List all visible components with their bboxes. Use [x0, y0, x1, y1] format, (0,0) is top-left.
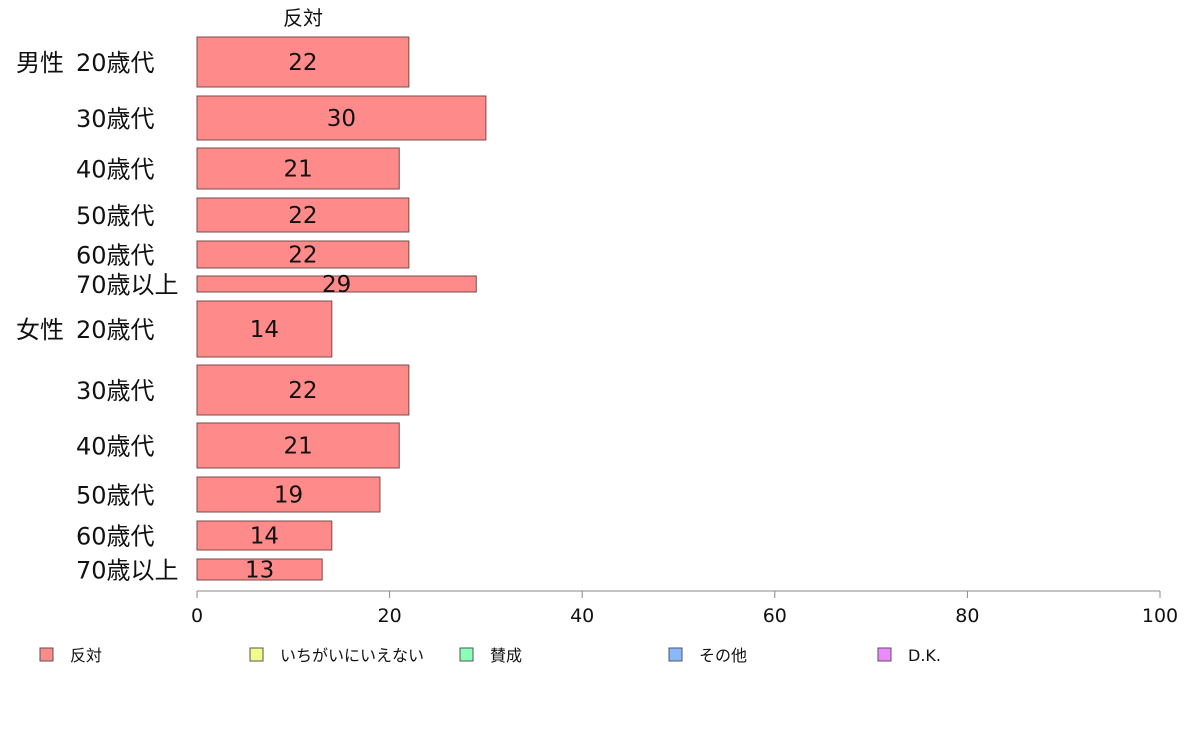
legend-swatch [39, 647, 54, 662]
legend-label: いちがいにいえない [280, 646, 424, 665]
bar [196, 476, 381, 513]
legend-swatch [459, 647, 474, 662]
bar [196, 197, 410, 233]
legend-label: D.K. [908, 646, 941, 665]
data-label: 21 [283, 434, 312, 460]
data-label: 21 [283, 157, 312, 183]
bar [196, 300, 333, 358]
data-label: 22 [288, 203, 317, 229]
data-label: 13 [245, 558, 274, 584]
legend-swatch [668, 647, 683, 662]
age-label: 30歳代 [76, 377, 155, 405]
bar [196, 275, 477, 293]
bar [196, 147, 400, 190]
age-label: 50歳代 [76, 202, 155, 230]
legend-label: 賛成 [490, 646, 522, 665]
age-label: 70歳以上 [76, 271, 179, 299]
legend-swatch [249, 647, 264, 662]
x-tick-label: 80 [955, 605, 979, 627]
age-label: 40歳代 [76, 433, 155, 461]
legend-label: 反対 [70, 646, 102, 665]
x-tick-label: 100 [1142, 605, 1178, 627]
legend-swatch [877, 647, 892, 662]
age-label: 40歳代 [76, 156, 155, 184]
age-label: 30歳代 [76, 105, 155, 133]
data-label: 19 [274, 483, 303, 509]
data-label: 29 [322, 272, 351, 298]
legend: 反対 いちがいにいえない 賛成 その他 D.K. [39, 646, 941, 665]
x-tick-label: 60 [763, 605, 787, 627]
x-axis: 0 20 40 60 80 100 [191, 590, 1178, 627]
data-label: 14 [250, 317, 279, 343]
data-label: 30 [327, 106, 356, 132]
group-label: 男性 [16, 49, 64, 77]
age-label: 60歳代 [76, 242, 155, 270]
age-label: 60歳代 [76, 523, 155, 551]
legend-label: その他 [699, 646, 747, 665]
bar [196, 520, 333, 551]
data-label: 14 [250, 524, 279, 550]
data-label: 22 [288, 243, 317, 269]
x-tick-label: 20 [378, 605, 402, 627]
series-header: 反対 [283, 6, 323, 30]
bar [196, 36, 410, 88]
age-label: 20歳代 [76, 316, 155, 344]
bar [196, 364, 410, 416]
age-label: 70歳以上 [76, 557, 179, 585]
age-label: 20歳代 [76, 49, 155, 77]
group-label: 女性 [16, 316, 64, 344]
bar [196, 95, 487, 141]
data-label: 22 [288, 378, 317, 404]
x-tick-label: 0 [191, 605, 203, 627]
age-label: 50歳代 [76, 482, 155, 510]
bar [196, 558, 323, 581]
data-label: 22 [288, 50, 317, 76]
bar [196, 240, 410, 269]
bar [196, 422, 400, 469]
x-tick-label: 40 [570, 605, 594, 627]
